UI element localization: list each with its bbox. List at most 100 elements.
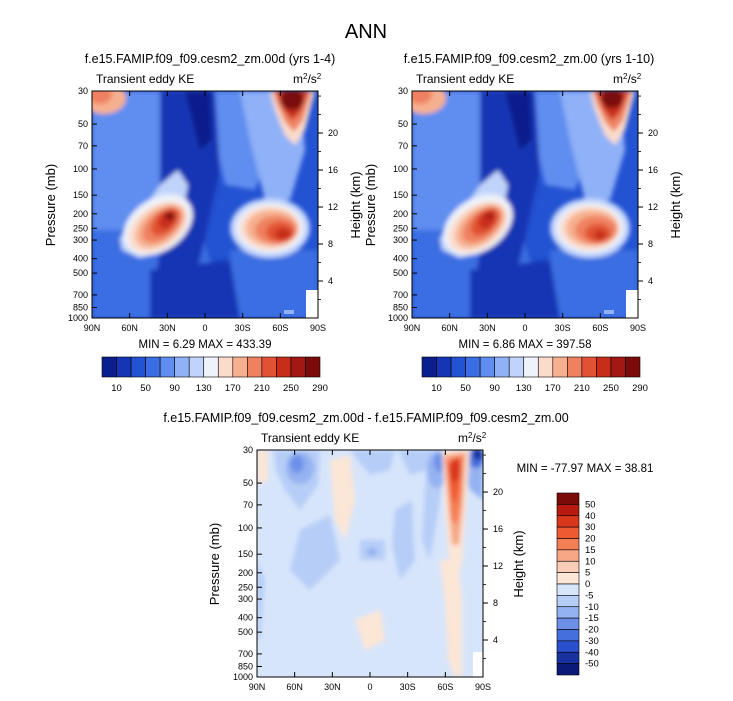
panel-1-ylabel: Pressure (mb) [43, 164, 58, 246]
y-tick-label: 50 [398, 119, 408, 129]
colorbar-box [436, 356, 452, 378]
panel-2-contour-field [412, 91, 638, 318]
y-tick-label: 400 [393, 254, 408, 264]
colorbar-box [556, 538, 580, 551]
panel-3-title: f.e15.FAMIP.f09_f09.cesm2_zm.00d - f.e15… [163, 411, 568, 425]
panel-3-left-label: Transient eddy KE [261, 431, 359, 445]
panel-2-units: m2/s2 [613, 72, 642, 87]
colorbar-box [261, 356, 277, 378]
y-tick-right-label: 8 [648, 239, 653, 249]
colorbar-box [556, 606, 580, 619]
y-tick-right-label: 12 [328, 202, 338, 212]
x-tick-label: 30N [479, 323, 496, 333]
x-tick-label: 60N [441, 323, 458, 333]
panel-3-axes: 90N 60N 30N 0 30S 60S 90S 30 50 70 100 150 200 250 300… [233, 445, 503, 692]
colorbar-box [556, 492, 580, 505]
panel-2-left-label: Transient eddy KE [416, 72, 514, 86]
panel-1-colorbar: 10 50 90 130 170 210 250 290 [101, 356, 328, 394]
y-tick-label: 100 [73, 164, 88, 174]
x-tick-label: 30S [400, 682, 416, 692]
y-tick-right-label: 16 [648, 165, 658, 175]
y-tick-label: 30 [243, 445, 253, 455]
colorbar-label: 250 [283, 383, 299, 394]
y-tick-right-label: 20 [328, 128, 338, 138]
y-tick-label: 700 [238, 649, 253, 659]
colorbar-label: 20 [585, 534, 596, 545]
colorbar-label: 210 [254, 383, 270, 394]
y-tick-right-label: 16 [328, 165, 338, 175]
colorbar-label: 290 [312, 383, 328, 394]
colorbar-label: 130 [516, 383, 532, 394]
colorbar-box [625, 356, 641, 378]
panel-1: f.e15.FAMIP.f09_f09.cesm2_zm.00d (yrs 1-… [43, 52, 363, 394]
y-tick-right-label: 12 [493, 561, 503, 571]
colorbar-box [276, 356, 292, 378]
colorbar-box [130, 356, 146, 378]
panel-1-ylabel-right: Height (km) [348, 171, 363, 238]
x-tick-label: 60S [437, 682, 453, 692]
colorbar-box [556, 629, 580, 642]
y-tick-label: 500 [238, 627, 253, 637]
y-tick-label: 500 [393, 268, 408, 278]
colorbar-label: 15 [585, 545, 596, 556]
panel-2-title: f.e15.FAMIP.f09_f09.cesm2_zm.00 (yrs 1-1… [404, 52, 655, 66]
panel-3-ylabel-right: Height (km) [511, 530, 526, 597]
y-tick-right-label: 4 [493, 635, 498, 645]
y-tick-label: 200 [393, 209, 408, 219]
x-tick-label: 90S [475, 682, 491, 692]
panel-1-contour-field [92, 91, 318, 318]
colorbar-box [159, 356, 175, 378]
colorbar-label: 10 [111, 383, 122, 394]
y-tick-right-label: 4 [648, 276, 653, 286]
panel-3-stats: MIN = -77.97 MAX = 38.81 [517, 463, 654, 475]
colorbar-box [188, 356, 205, 378]
x-tick-label: 90N [249, 682, 266, 692]
x-tick-label: 60S [272, 323, 288, 333]
panel-3-units: m2/s2 [458, 431, 487, 446]
x-tick-label: 0 [202, 323, 207, 333]
y-tick-right-label: 8 [493, 598, 498, 608]
panel-1-axes: 90N 60N 30N 0 30S 60S 90S 30 50 70 100 150 200 250 300… [68, 86, 338, 333]
colorbar-label: -20 [585, 625, 599, 636]
colorbar-box [567, 356, 583, 378]
y-tick-label: 70 [243, 500, 253, 510]
colorbar-box [556, 572, 580, 585]
x-tick-label: 30S [235, 323, 251, 333]
colorbar-box [305, 356, 321, 378]
colorbar-label: 30 [585, 522, 596, 533]
y-tick-right-label: 16 [493, 524, 503, 534]
y-tick-label: 700 [73, 290, 88, 300]
y-tick-label: 400 [73, 254, 88, 264]
y-tick-right-label: 20 [648, 128, 658, 138]
colorbar-box [610, 356, 626, 378]
x-tick-label: 90N [404, 323, 421, 333]
colorbar-box [290, 356, 306, 378]
colorbar-label: -15 [585, 613, 599, 624]
y-tick-label: 1000 [233, 672, 253, 682]
colorbar-box [556, 526, 580, 539]
colorbar-box [421, 356, 437, 378]
colorbar-box [556, 560, 580, 573]
colorbar-box [247, 356, 263, 378]
colorbar-label: 40 [585, 511, 596, 522]
colorbar-label: 90 [169, 383, 180, 394]
colorbar-label: -30 [585, 636, 599, 647]
x-tick-label: 60N [286, 682, 303, 692]
colorbar-label: 130 [196, 383, 212, 394]
x-tick-label: 30N [324, 682, 341, 692]
y-tick-label: 200 [73, 209, 88, 219]
colorbar-label: 10 [431, 383, 442, 394]
y-tick-label: 150 [73, 190, 88, 200]
y-tick-label: 300 [393, 235, 408, 245]
colorbar-label: 10 [585, 556, 596, 567]
x-tick-label: 0 [522, 323, 527, 333]
panel-3: f.e15.FAMIP.f09_f09.cesm2_zm.00d - f.e15… [163, 411, 653, 692]
x-tick-label: 30N [159, 323, 176, 333]
panel-2-ylabel-right: Height (km) [668, 171, 683, 238]
colorbar-box [203, 356, 219, 378]
y-tick-label: 250 [238, 582, 253, 592]
x-tick-label: 90S [310, 323, 326, 333]
panel-2: f.e15.FAMIP.f09_f09.cesm2_zm.00 (yrs 1-1… [363, 52, 683, 394]
y-tick-label: 250 [73, 223, 88, 233]
